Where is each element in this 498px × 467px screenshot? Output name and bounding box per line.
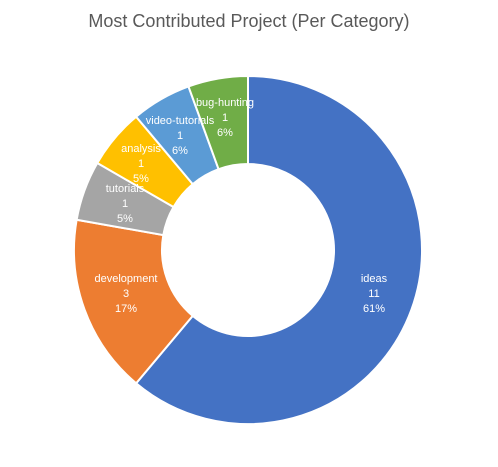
chart-title: Most Contributed Project (Per Category) [88, 11, 410, 31]
data-label-video-tutorials: video-tutorials 1 6% [146, 115, 215, 157]
slice-ideas [134, 74, 423, 425]
slice-bug-hunting [187, 74, 249, 171]
data-label-analysis: analysis 1 5% [121, 143, 161, 185]
data-label-ideas: ideas 11 61% [361, 273, 388, 315]
data-label-development: development 3 17% [95, 273, 158, 315]
data-label-tutorials: tutorials 1 5% [106, 183, 145, 225]
slice-development [73, 218, 195, 385]
data-label-bug-hunting: bug-hunting 1 6% [196, 97, 254, 139]
